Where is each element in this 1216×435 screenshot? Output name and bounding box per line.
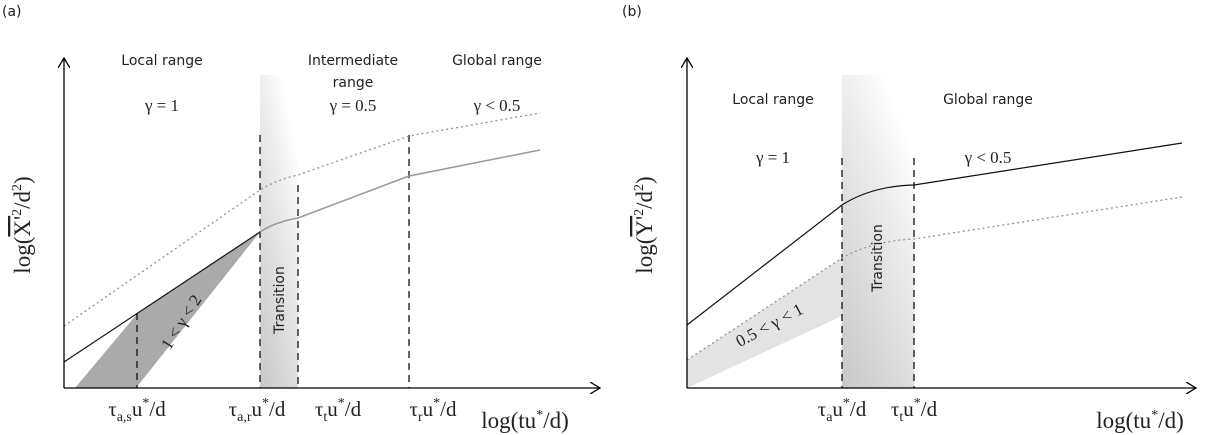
tick-part: /d: [921, 397, 938, 421]
tick-part: *: [262, 396, 269, 411]
tick-part: a,s: [117, 410, 132, 425]
tick-part: /d: [850, 397, 867, 421]
y-label-part: 2: [10, 184, 25, 191]
tick-part: a: [826, 410, 833, 425]
dotted-curve: [686, 196, 1183, 361]
x-label-part: *: [1151, 408, 1158, 423]
y-axis-label: log(X'2/d2): [10, 176, 35, 273]
y-label-part: 2: [10, 209, 25, 216]
solid-curve: [686, 142, 1183, 326]
x-tick-label: τtu*/d: [315, 396, 362, 425]
transition-label: Transition: [272, 266, 288, 335]
x-tick-label: τru*/d: [410, 396, 457, 425]
y-label-part: log(: [632, 237, 657, 274]
tick-part: u: [252, 397, 263, 421]
y-label-part: 2: [632, 209, 647, 216]
gamma-label: γ = 1: [755, 148, 790, 167]
y-label-part: ): [632, 176, 657, 184]
slope-region: [75, 232, 260, 388]
y-label-part: X': [10, 216, 35, 237]
tick-part: /d: [149, 397, 166, 421]
x-label-part: *: [536, 408, 543, 423]
y-label-part: ): [10, 176, 35, 184]
panel-label: (b): [622, 4, 642, 20]
x-tick-label: τa,su*/d: [108, 396, 166, 425]
tick-part: *: [338, 396, 345, 411]
transition-label: Transition: [870, 224, 886, 293]
region-name: Intermediate: [308, 53, 398, 69]
tick-part: t: [323, 410, 327, 425]
region-name: range: [333, 75, 374, 91]
transition-band: [260, 75, 298, 388]
y-label-part: /d: [632, 190, 657, 208]
panel-b: (b) Local range Global range γ = 1 γ < 0…: [622, 4, 1196, 433]
tick-part: t: [899, 410, 903, 425]
x-axis-label: log(tu*/d): [481, 408, 569, 433]
x-axis-label: log(tu*/d): [1096, 408, 1184, 433]
tick-part: u: [327, 397, 338, 421]
tick-part: τ: [891, 397, 899, 421]
y-label-part: Y': [632, 216, 657, 237]
tick-part: τ: [315, 397, 323, 421]
gamma-label: γ < 0.5: [964, 148, 1012, 167]
tick-part: u: [423, 397, 434, 421]
panel-label: (a): [2, 4, 22, 20]
panel-a: (a) Local range Intermediate range Globa…: [2, 4, 600, 433]
tick-part: /d: [345, 397, 362, 421]
tick-part: u: [903, 397, 914, 421]
tick-part: τ: [410, 397, 418, 421]
tick-part: *: [914, 396, 921, 411]
y-label-part: 2: [632, 184, 647, 191]
x-tick-label: τa,ru*/d: [229, 396, 286, 425]
x-label-part: /d): [1158, 408, 1184, 433]
tick-part: *: [433, 396, 440, 411]
region-name: Local range: [732, 92, 813, 108]
x-ticks: τau*/d τtu*/d: [818, 396, 938, 425]
y-label-part: /d: [10, 190, 35, 208]
tick-part: *: [142, 396, 149, 411]
gamma-label: γ = 0.5: [329, 96, 377, 115]
solid-curve: [63, 231, 261, 363]
tick-part: u: [132, 397, 143, 421]
solid-curve: [259, 149, 541, 233]
y-label-part: log(: [10, 237, 35, 274]
tick-part: /d: [269, 397, 286, 421]
x-label-part: log(tu: [481, 408, 536, 433]
tick-part: τ: [108, 397, 116, 421]
dotted-curve: [63, 112, 541, 327]
y-axis-label: log(Y'2/d2): [632, 176, 657, 273]
x-ticks: τa,su*/d τa,ru*/d τtu*/d τru*/d: [108, 396, 457, 425]
tick-part: τ: [818, 397, 826, 421]
region-name: Global range: [943, 92, 1033, 108]
x-tick-label: τtu*/d: [891, 396, 938, 425]
tick-part: /d: [440, 397, 457, 421]
slope-region: [687, 258, 842, 388]
gamma-label: γ < 0.5: [473, 96, 521, 115]
region-name: Local range: [121, 53, 202, 69]
tick-part: a,r: [237, 410, 252, 425]
x-tick-label: τau*/d: [818, 396, 867, 425]
gamma-label: γ = 1: [144, 96, 179, 115]
tick-part: τ: [229, 397, 237, 421]
x-label-part: /d): [543, 408, 569, 433]
tick-part: u: [832, 397, 843, 421]
tick-part: r: [418, 410, 423, 425]
region-name: Global range: [452, 53, 542, 69]
tick-part: *: [843, 396, 850, 411]
transition-band: [842, 75, 914, 388]
x-label-part: log(tu: [1096, 408, 1151, 433]
